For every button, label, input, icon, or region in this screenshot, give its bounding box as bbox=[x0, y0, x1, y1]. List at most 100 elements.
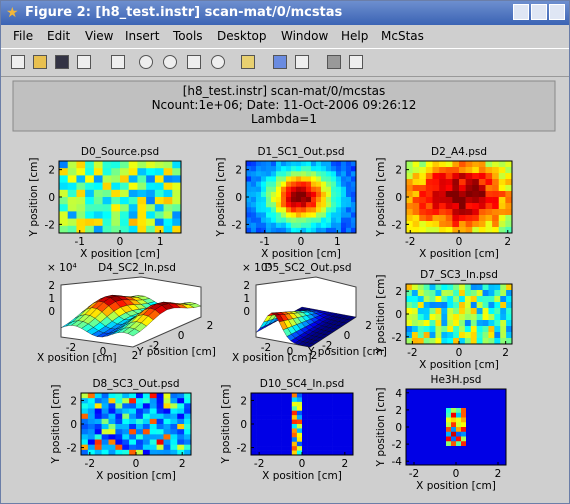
heatmap-cell bbox=[170, 403, 178, 409]
heatmap-cell bbox=[296, 419, 303, 425]
data-cursor-button[interactable] bbox=[241, 55, 255, 69]
heatmap-cell bbox=[476, 302, 483, 309]
minimize-button[interactable] bbox=[513, 4, 529, 20]
heatmap-cell bbox=[494, 332, 501, 339]
heatmap-cell bbox=[441, 326, 448, 333]
heatmap-cell bbox=[441, 455, 447, 461]
heatmap-cell bbox=[93, 218, 103, 227]
heatmap-cell bbox=[266, 419, 272, 425]
heatmap-cell bbox=[317, 437, 323, 443]
heatmap-cell bbox=[281, 437, 287, 443]
heatmap-cell bbox=[481, 398, 487, 404]
heatmap-cell bbox=[286, 186, 292, 193]
heatmap-cell bbox=[419, 185, 427, 192]
heatmap-cell bbox=[128, 197, 138, 205]
menu-item[interactable]: Edit bbox=[47, 29, 71, 43]
heatmap-cell bbox=[346, 197, 352, 203]
new-button[interactable] bbox=[11, 55, 25, 69]
heatmap-cell bbox=[302, 446, 308, 451]
select-button[interactable] bbox=[111, 55, 125, 69]
heatmap-cell bbox=[406, 209, 413, 216]
heatmap-cell bbox=[115, 393, 123, 399]
show-tools-button[interactable] bbox=[349, 55, 363, 69]
close-button[interactable] bbox=[549, 4, 565, 20]
heatmap-cell bbox=[306, 212, 312, 218]
heatmap-cell bbox=[456, 436, 462, 442]
heatmap-cell bbox=[286, 428, 293, 434]
heatmap-cell bbox=[431, 403, 437, 409]
heatmap-cell bbox=[291, 227, 297, 234]
menu-item[interactable]: Desktop bbox=[217, 29, 267, 43]
menu-item[interactable]: Insert bbox=[125, 29, 160, 43]
heatmap-cell bbox=[184, 398, 192, 404]
heatmap-cell bbox=[87, 408, 96, 414]
x-tick-label: 0 bbox=[100, 346, 107, 358]
heatmap-cell bbox=[291, 161, 297, 167]
heatmap-cell bbox=[296, 393, 303, 398]
heatmap-cell bbox=[421, 436, 427, 442]
heatmap-cell bbox=[406, 308, 413, 315]
heatmap-cell bbox=[423, 338, 430, 345]
heatmap-cell bbox=[341, 222, 347, 229]
heatmap-cell bbox=[426, 446, 432, 452]
heatmap-cell bbox=[459, 284, 466, 291]
heatmap-cell bbox=[276, 406, 282, 412]
rotate-button[interactable] bbox=[211, 55, 225, 69]
heatmap-cell bbox=[506, 296, 513, 303]
heatmap-cell bbox=[76, 204, 86, 212]
zoom-in-button[interactable] bbox=[139, 55, 153, 69]
menu-item[interactable]: File bbox=[13, 29, 34, 43]
heatmap-cell bbox=[120, 161, 130, 169]
save-button[interactable] bbox=[55, 55, 69, 69]
menu-item[interactable]: Tools bbox=[173, 29, 203, 43]
heatmap-cell bbox=[451, 408, 457, 414]
heatmap-cell bbox=[149, 393, 157, 399]
heatmap-cell bbox=[307, 415, 313, 420]
heatmap-cell bbox=[93, 189, 103, 198]
hide-tools-button[interactable] bbox=[327, 55, 341, 69]
heatmap-cell bbox=[326, 227, 332, 234]
heatmap-cell bbox=[111, 218, 121, 227]
heatmap-cell bbox=[461, 441, 467, 447]
menu-item[interactable]: Help bbox=[341, 29, 369, 43]
colorbar-button[interactable] bbox=[273, 55, 287, 69]
menu-item[interactable]: Window bbox=[281, 29, 329, 43]
maximize-button[interactable] bbox=[531, 4, 547, 20]
heatmap-cell bbox=[251, 176, 257, 182]
heatmap-cell bbox=[461, 450, 467, 456]
heatmap-cell bbox=[129, 439, 137, 445]
heatmap-cell bbox=[466, 393, 472, 399]
heatmap-cell bbox=[411, 296, 419, 303]
heatmap-cell bbox=[316, 222, 322, 229]
menu-item[interactable]: McStas bbox=[381, 29, 424, 43]
pan-button[interactable] bbox=[187, 55, 201, 69]
heatmap-cell bbox=[416, 398, 422, 404]
heatmap-cell bbox=[419, 173, 427, 180]
heatmap-cell bbox=[261, 207, 267, 213]
heatmap-cell bbox=[486, 393, 492, 399]
menu-item[interactable]: View bbox=[85, 29, 114, 43]
heatmap-cell bbox=[94, 398, 102, 404]
heatmap-cell bbox=[321, 207, 327, 213]
heatmap-cell bbox=[291, 171, 297, 177]
open-button[interactable] bbox=[33, 55, 47, 69]
zoom-out-button[interactable] bbox=[163, 55, 177, 69]
heatmap-cell bbox=[492, 185, 500, 192]
heatmap-cell bbox=[286, 437, 293, 443]
print-button[interactable] bbox=[77, 55, 91, 69]
heatmap-cell bbox=[76, 211, 86, 219]
heatmap-cell bbox=[93, 204, 103, 212]
legend-button[interactable] bbox=[295, 55, 309, 69]
heatmap-cell bbox=[271, 393, 277, 398]
heatmap-cell bbox=[447, 326, 454, 333]
heatmap-cell bbox=[426, 417, 432, 423]
heatmap-cell bbox=[342, 441, 349, 447]
heatmap-cell bbox=[172, 204, 182, 212]
heatmap-cell bbox=[307, 441, 313, 447]
heatmap-cell bbox=[108, 413, 116, 420]
heatmap-cell bbox=[286, 415, 293, 420]
heatmap-cell bbox=[281, 202, 287, 208]
heatmap-cell bbox=[276, 202, 282, 208]
heatmap-cell bbox=[281, 450, 287, 456]
heatmap-cell bbox=[481, 446, 487, 452]
